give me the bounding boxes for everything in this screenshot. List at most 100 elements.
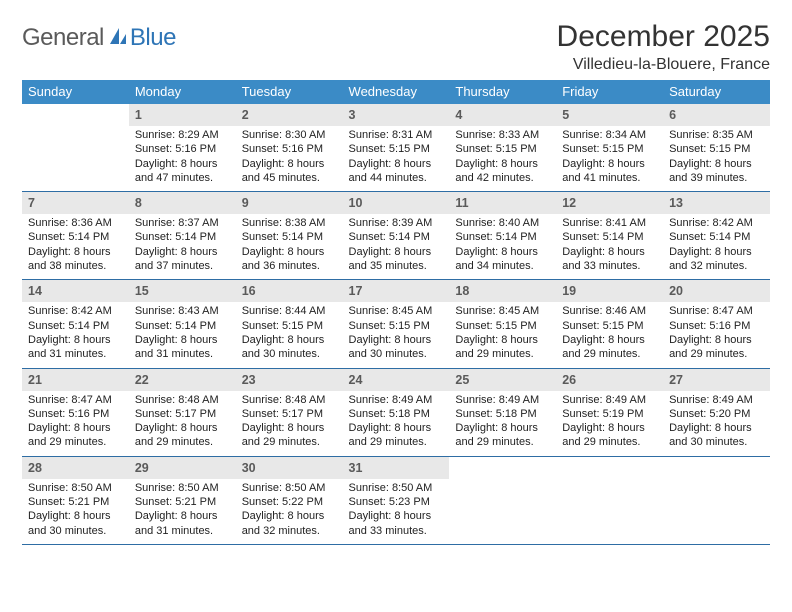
calendar-cell: 27Sunrise: 8:49 AMSunset: 5:20 PMDayligh… xyxy=(663,368,770,456)
sunrise-text: Sunrise: 8:41 AM xyxy=(562,216,657,230)
day-number: 19 xyxy=(562,284,576,298)
daylight2-text: and 29 minutes. xyxy=(562,347,657,361)
sunset-text: Sunset: 5:14 PM xyxy=(28,319,123,333)
calendar-cell xyxy=(556,456,663,544)
daylight1-text: Daylight: 8 hours xyxy=(562,333,657,347)
calendar-cell: 13Sunrise: 8:42 AMSunset: 5:14 PMDayligh… xyxy=(663,192,770,280)
weekday-header: Saturday xyxy=(663,80,770,104)
daylight2-text: and 47 minutes. xyxy=(135,171,230,185)
daylight2-text: and 39 minutes. xyxy=(669,171,764,185)
daylight1-text: Daylight: 8 hours xyxy=(242,509,337,523)
daylight2-text: and 29 minutes. xyxy=(455,435,550,449)
day-number: 12 xyxy=(562,196,576,210)
sunrise-text: Sunrise: 8:44 AM xyxy=(242,304,337,318)
daylight2-text: and 31 minutes. xyxy=(28,347,123,361)
daylight2-text: and 30 minutes. xyxy=(669,435,764,449)
sunrise-text: Sunrise: 8:49 AM xyxy=(349,393,444,407)
day-number: 21 xyxy=(28,373,42,387)
calendar-cell: 15Sunrise: 8:43 AMSunset: 5:14 PMDayligh… xyxy=(129,280,236,368)
weekday-header-row: Sunday Monday Tuesday Wednesday Thursday… xyxy=(22,80,770,104)
sunrise-text: Sunrise: 8:42 AM xyxy=(28,304,123,318)
sunset-text: Sunset: 5:23 PM xyxy=(349,495,444,509)
daylight1-text: Daylight: 8 hours xyxy=(669,245,764,259)
sunrise-text: Sunrise: 8:47 AM xyxy=(669,304,764,318)
calendar-cell: 4Sunrise: 8:33 AMSunset: 5:15 PMDaylight… xyxy=(449,104,556,192)
daylight1-text: Daylight: 8 hours xyxy=(135,157,230,171)
daylight1-text: Daylight: 8 hours xyxy=(349,333,444,347)
calendar-cell xyxy=(22,104,129,192)
sunset-text: Sunset: 5:21 PM xyxy=(28,495,123,509)
calendar-cell: 19Sunrise: 8:46 AMSunset: 5:15 PMDayligh… xyxy=(556,280,663,368)
calendar-cell: 23Sunrise: 8:48 AMSunset: 5:17 PMDayligh… xyxy=(236,368,343,456)
daylight1-text: Daylight: 8 hours xyxy=(135,421,230,435)
sunset-text: Sunset: 5:15 PM xyxy=(669,142,764,156)
day-number: 16 xyxy=(242,284,256,298)
sunrise-text: Sunrise: 8:49 AM xyxy=(562,393,657,407)
sunset-text: Sunset: 5:15 PM xyxy=(562,319,657,333)
brand-part2: Blue xyxy=(130,24,176,52)
calendar-week-row: 28Sunrise: 8:50 AMSunset: 5:21 PMDayligh… xyxy=(22,456,770,544)
calendar-cell xyxy=(449,456,556,544)
daylight1-text: Daylight: 8 hours xyxy=(455,157,550,171)
daylight2-text: and 29 minutes. xyxy=(455,347,550,361)
sunrise-text: Sunrise: 8:38 AM xyxy=(242,216,337,230)
daylight2-text: and 38 minutes. xyxy=(28,259,123,273)
daylight2-text: and 34 minutes. xyxy=(455,259,550,273)
calendar-cell: 6Sunrise: 8:35 AMSunset: 5:15 PMDaylight… xyxy=(663,104,770,192)
sunset-text: Sunset: 5:15 PM xyxy=(562,142,657,156)
sunset-text: Sunset: 5:15 PM xyxy=(349,142,444,156)
sunrise-text: Sunrise: 8:45 AM xyxy=(349,304,444,318)
day-number: 25 xyxy=(455,373,469,387)
sunset-text: Sunset: 5:22 PM xyxy=(242,495,337,509)
weekday-header: Monday xyxy=(129,80,236,104)
daylight2-text: and 33 minutes. xyxy=(349,524,444,538)
sunset-text: Sunset: 5:16 PM xyxy=(669,319,764,333)
day-number: 26 xyxy=(562,373,576,387)
sunset-text: Sunset: 5:17 PM xyxy=(242,407,337,421)
calendar-cell xyxy=(663,456,770,544)
sunset-text: Sunset: 5:14 PM xyxy=(242,230,337,244)
calendar-cell: 3Sunrise: 8:31 AMSunset: 5:15 PMDaylight… xyxy=(343,104,450,192)
weekday-header: Tuesday xyxy=(236,80,343,104)
sunset-text: Sunset: 5:19 PM xyxy=(562,407,657,421)
day-number: 4 xyxy=(455,108,462,122)
calendar-cell: 25Sunrise: 8:49 AMSunset: 5:18 PMDayligh… xyxy=(449,368,556,456)
sunset-text: Sunset: 5:21 PM xyxy=(135,495,230,509)
day-number: 7 xyxy=(28,196,35,210)
sunset-text: Sunset: 5:14 PM xyxy=(349,230,444,244)
daylight1-text: Daylight: 8 hours xyxy=(242,421,337,435)
daylight1-text: Daylight: 8 hours xyxy=(562,421,657,435)
calendar-cell: 9Sunrise: 8:38 AMSunset: 5:14 PMDaylight… xyxy=(236,192,343,280)
calendar-cell: 5Sunrise: 8:34 AMSunset: 5:15 PMDaylight… xyxy=(556,104,663,192)
sunset-text: Sunset: 5:17 PM xyxy=(135,407,230,421)
calendar-cell: 10Sunrise: 8:39 AMSunset: 5:14 PMDayligh… xyxy=(343,192,450,280)
day-number: 5 xyxy=(562,108,569,122)
daylight1-text: Daylight: 8 hours xyxy=(349,509,444,523)
sunrise-text: Sunrise: 8:36 AM xyxy=(28,216,123,230)
calendar-cell: 28Sunrise: 8:50 AMSunset: 5:21 PMDayligh… xyxy=(22,456,129,544)
sunset-text: Sunset: 5:16 PM xyxy=(28,407,123,421)
day-number: 24 xyxy=(349,373,363,387)
title-block: December 2025 Villedieu-la-Blouere, Fran… xyxy=(557,20,770,74)
weekday-header: Friday xyxy=(556,80,663,104)
day-number: 1 xyxy=(135,108,142,122)
calendar-cell: 12Sunrise: 8:41 AMSunset: 5:14 PMDayligh… xyxy=(556,192,663,280)
daylight1-text: Daylight: 8 hours xyxy=(242,333,337,347)
day-number: 9 xyxy=(242,196,249,210)
calendar-week-row: 1Sunrise: 8:29 AMSunset: 5:16 PMDaylight… xyxy=(22,104,770,192)
sunset-text: Sunset: 5:20 PM xyxy=(669,407,764,421)
brand-logo: General Blue xyxy=(22,24,176,52)
daylight2-text: and 45 minutes. xyxy=(242,171,337,185)
day-number: 28 xyxy=(28,461,42,475)
sunrise-text: Sunrise: 8:33 AM xyxy=(455,128,550,142)
sunrise-text: Sunrise: 8:34 AM xyxy=(562,128,657,142)
calendar-cell: 7Sunrise: 8:36 AMSunset: 5:14 PMDaylight… xyxy=(22,192,129,280)
sunrise-text: Sunrise: 8:40 AM xyxy=(455,216,550,230)
day-number: 14 xyxy=(28,284,42,298)
sunset-text: Sunset: 5:14 PM xyxy=(28,230,123,244)
day-number: 8 xyxy=(135,196,142,210)
daylight2-text: and 42 minutes. xyxy=(455,171,550,185)
day-number: 20 xyxy=(669,284,683,298)
sunrise-text: Sunrise: 8:47 AM xyxy=(28,393,123,407)
daylight1-text: Daylight: 8 hours xyxy=(135,509,230,523)
